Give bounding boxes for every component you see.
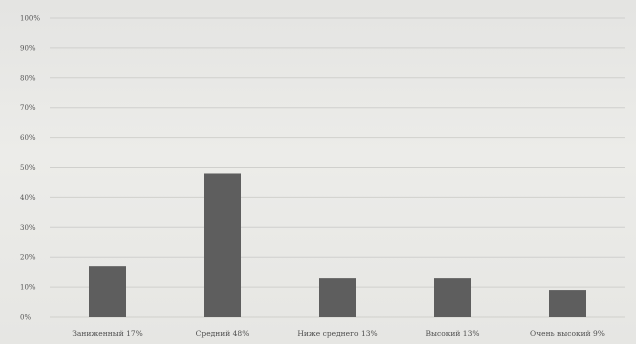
y-axis-ticks: 0% 10% 20% 30% 40% 50% 60% 70% 80% 90% 100%	[20, 15, 40, 322]
gridlines	[50, 17, 625, 318]
bar	[434, 278, 471, 317]
bar	[319, 278, 356, 317]
bar	[549, 290, 586, 317]
y-tick-label: 30%	[20, 224, 36, 232]
category-label: Очень высокий 9%	[530, 329, 605, 338]
y-tick-label: 50%	[20, 164, 36, 172]
y-tick-label: 10%	[20, 284, 36, 292]
y-tick-label: 80%	[20, 74, 36, 82]
category-label: Ниже среднего 13%	[297, 329, 377, 338]
y-tick-label: 70%	[20, 104, 36, 112]
bars	[89, 173, 586, 317]
category-label: Заниженный 17%	[72, 329, 143, 338]
y-tick-label: 20%	[20, 254, 36, 262]
y-tick-label: 60%	[20, 134, 36, 142]
y-tick-label: 0%	[20, 314, 31, 322]
category-label: Средний 48%	[196, 329, 250, 338]
y-tick-label: 90%	[20, 44, 36, 52]
y-tick-label: 100%	[20, 15, 40, 23]
x-axis-categories: Заниженный 17% Средний 48% Ниже среднего 1…	[72, 329, 605, 338]
y-tick-label: 40%	[20, 194, 36, 202]
bar	[204, 173, 241, 317]
category-label: Высокий 13%	[426, 329, 480, 338]
bar	[89, 266, 126, 317]
